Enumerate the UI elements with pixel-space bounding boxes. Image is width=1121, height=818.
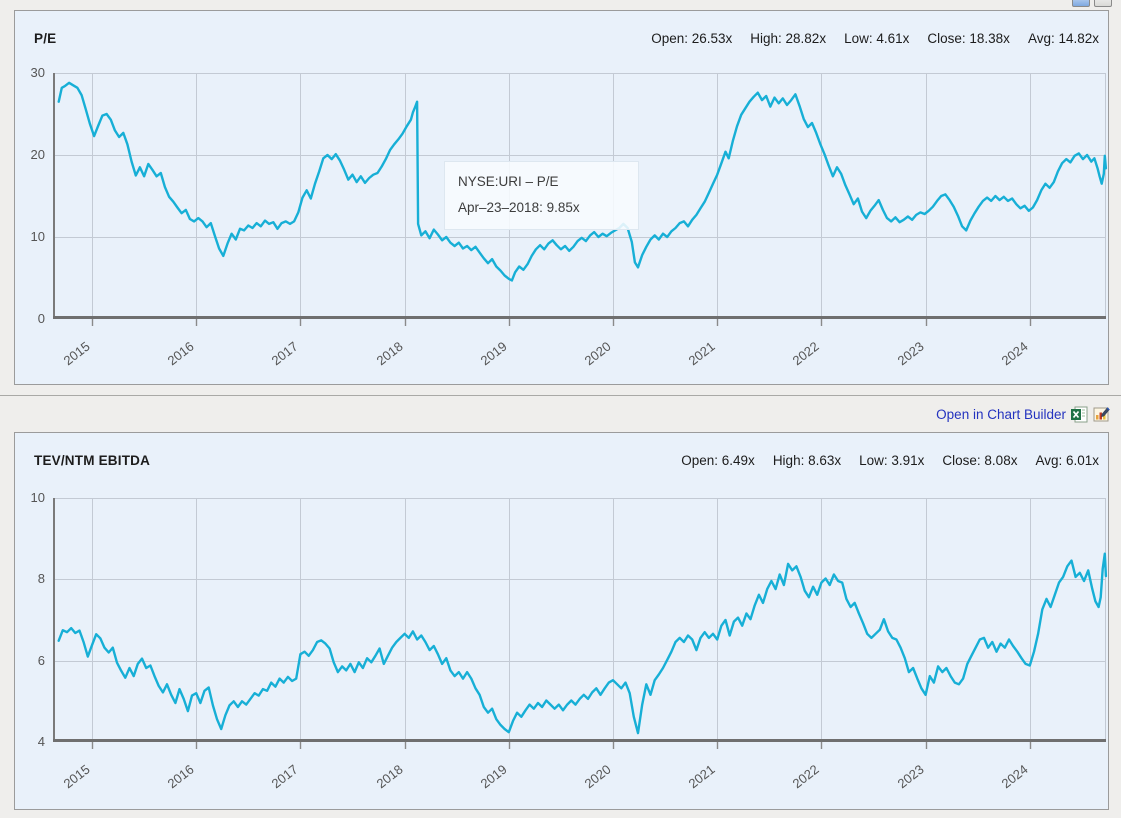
x-tick-label: 2017 — [268, 761, 302, 792]
x-tick-label: 2020 — [581, 761, 614, 792]
tev-ebitda-chart-title: TEV/NTM EBITDA — [34, 453, 151, 468]
x-tick-label: 2021 — [685, 761, 718, 792]
y-tick-label: 20 — [30, 147, 45, 162]
x-tick-label: 2019 — [477, 338, 510, 369]
chart-builder-edit-icon[interactable] — [1093, 406, 1110, 423]
x-tick-label: 2016 — [164, 761, 197, 792]
chart-builder-row: Open in Chart Builder — [0, 406, 1110, 426]
stat-close: Close: 18.38x — [927, 31, 1010, 46]
excel-export-icon[interactable] — [1071, 406, 1088, 423]
y-tick-label: 10 — [30, 229, 45, 244]
x-tick-label: 2022 — [789, 338, 823, 369]
y-tick-label: 30 — [30, 65, 45, 80]
pe-chart-stats: Open: 26.53x High: 28.82x Low: 4.61x Close:… — [651, 31, 1099, 46]
stat-open: Open: 6.49x — [681, 453, 755, 468]
y-tick-label: 6 — [37, 652, 45, 668]
x-tick-label: 2022 — [789, 761, 823, 792]
x-tick-label: 2023 — [894, 338, 927, 369]
tev-ebitda-chart-panel: TEV/NTM EBITDA Open: 6.49x High: 8.63x Low… — [14, 432, 1109, 810]
x-tick-label: 2018 — [373, 338, 406, 369]
stat-high: High: 28.82x — [750, 31, 827, 46]
toolbar-button-gray-partial-icon[interactable] — [1094, 0, 1112, 7]
x-tick-label: 2018 — [373, 761, 406, 792]
stat-close: Close: 8.08x — [942, 453, 1018, 468]
stat-low: Low: 3.91x — [859, 453, 925, 468]
y-tick-label: 4 — [37, 734, 45, 749]
x-tick-label: 2024 — [998, 338, 1031, 369]
panel-separator — [0, 395, 1121, 396]
x-tick-label: 2023 — [894, 761, 927, 792]
stat-low: Low: 4.61x — [844, 31, 910, 46]
stat-high: High: 8.63x — [772, 453, 842, 468]
pe-chart-title: P/E — [34, 31, 57, 46]
x-tick-label: 2024 — [998, 761, 1031, 792]
x-tick-label: 2017 — [268, 338, 302, 369]
pe-plot-area[interactable] — [53, 73, 1108, 326]
tev-ebitda-chart-stats: Open: 6.49x High: 8.63x Low: 3.91x Close: 8… — [681, 453, 1099, 468]
tooltip-date-value: Apr–23–2018: 9.85x — [458, 200, 580, 215]
stat-avg: Avg: 14.82x — [1027, 31, 1099, 46]
y-tick-label: 8 — [37, 571, 45, 587]
pe-chart-panel: P/E Open: 26.53x High: 28.82x Low: 4.61x Cl… — [14, 10, 1109, 385]
x-tick-label: 2019 — [477, 761, 510, 792]
stat-open: Open: 26.53x — [651, 31, 733, 46]
x-tick-label: 2016 — [164, 338, 197, 369]
x-tick-label: 2015 — [60, 761, 93, 792]
x-tick-label: 2020 — [581, 338, 614, 369]
y-tick-label: 0 — [37, 311, 45, 326]
open-in-chart-builder-link[interactable]: Open in Chart Builder — [936, 407, 1066, 422]
x-tick-label: 2015 — [60, 338, 93, 369]
toolbar-button-blue-partial-icon[interactable] — [1072, 0, 1090, 7]
x-tick-label: 2021 — [685, 338, 718, 369]
stat-avg: Avg: 6.01x — [1035, 453, 1099, 468]
tooltip-series-name: NYSE:URI – P/E — [458, 174, 559, 189]
tev-plot-area[interactable] — [53, 498, 1108, 749]
y-tick-label: 10 — [30, 490, 45, 505]
chart-tooltip: NYSE:URI – P/E Apr–23–2018: 9.85x — [444, 161, 639, 230]
